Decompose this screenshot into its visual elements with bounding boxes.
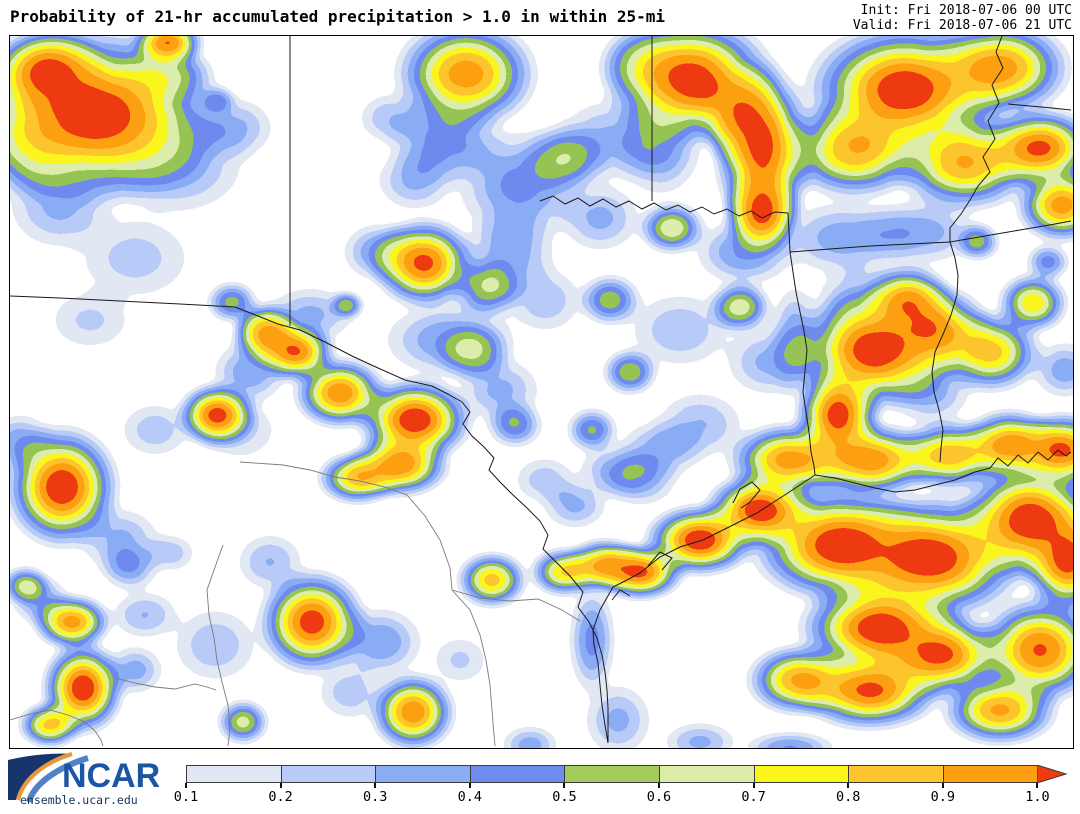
border-line — [206, 544, 231, 747]
colorbar-tick — [847, 783, 850, 788]
probability-field — [10, 36, 1073, 748]
colorbar-arrow — [1037, 765, 1069, 783]
colorbar-tick-label: 0.5 — [552, 789, 577, 805]
border-line — [611, 589, 631, 601]
colorbar-tick-label: 0.6 — [646, 789, 672, 805]
ncar-logo-text: NCAR — [62, 757, 161, 795]
colorbar-segment — [848, 765, 944, 783]
border-line — [239, 461, 453, 591]
border-line — [592, 449, 1072, 744]
colorbar-segment — [375, 765, 471, 783]
colorbar-tick — [468, 783, 471, 788]
init-time-label: Init: Fri 2018-07-06 00 UTC — [860, 3, 1072, 18]
page-title: Probability of 21-hr accumulated precipi… — [10, 7, 666, 26]
colorbar-tick — [941, 783, 944, 788]
colorbar-tick-label: 0.4 — [457, 789, 482, 805]
forecast-map — [9, 35, 1074, 749]
ncar-logo — [4, 750, 184, 810]
colorbar-segment — [942, 765, 1039, 783]
valid-time-label: Valid: Fri 2018-07-06 21 UTC — [852, 18, 1072, 33]
colorbar-segment — [753, 765, 850, 783]
border-line — [10, 709, 104, 747]
colorbar-tick — [658, 783, 660, 788]
border-line — [1007, 103, 1072, 111]
colorbar-segment — [469, 765, 566, 783]
border-line — [451, 589, 581, 622]
border-line — [787, 212, 816, 476]
colorbar-segment — [659, 765, 755, 783]
colorbar-tick — [374, 783, 377, 788]
border-line — [732, 481, 761, 509]
site-url: ensemble.ucar.edu — [20, 793, 138, 807]
colorbar-tick-label: 0.9 — [930, 789, 955, 805]
mexico-state-borders — [10, 461, 581, 747]
probability-contour-map — [10, 36, 1073, 748]
border-line — [114, 677, 217, 691]
colorbar-tick — [279, 783, 282, 788]
colorbar-tick — [752, 783, 755, 788]
state-borders — [10, 36, 1072, 744]
colorbar-tick-label: 0.1 — [173, 789, 199, 805]
colorbar-tick-label: 0.3 — [362, 789, 388, 805]
colorbar-tick — [563, 783, 566, 788]
border-line — [931, 36, 1004, 463]
colorbar-segment — [564, 765, 660, 783]
colorbar-tick — [185, 783, 187, 788]
ncar-logo-swoosh-icon — [8, 751, 89, 804]
colorbar-segment — [186, 765, 282, 783]
colorbar-tick-label: 0.2 — [268, 789, 293, 805]
border-line — [10, 295, 236, 308]
border-line — [647, 551, 673, 571]
colorbar-tick — [1036, 783, 1039, 788]
border-line — [234, 306, 609, 743]
border-line — [539, 195, 789, 219]
colorbar-tick-label: 0.7 — [741, 789, 766, 805]
colorbar-tick-label: 1.0 — [1025, 789, 1050, 805]
border-line — [451, 589, 496, 747]
colorbar-tick-label: 0.8 — [835, 789, 861, 805]
colorbar-segment — [280, 765, 377, 783]
